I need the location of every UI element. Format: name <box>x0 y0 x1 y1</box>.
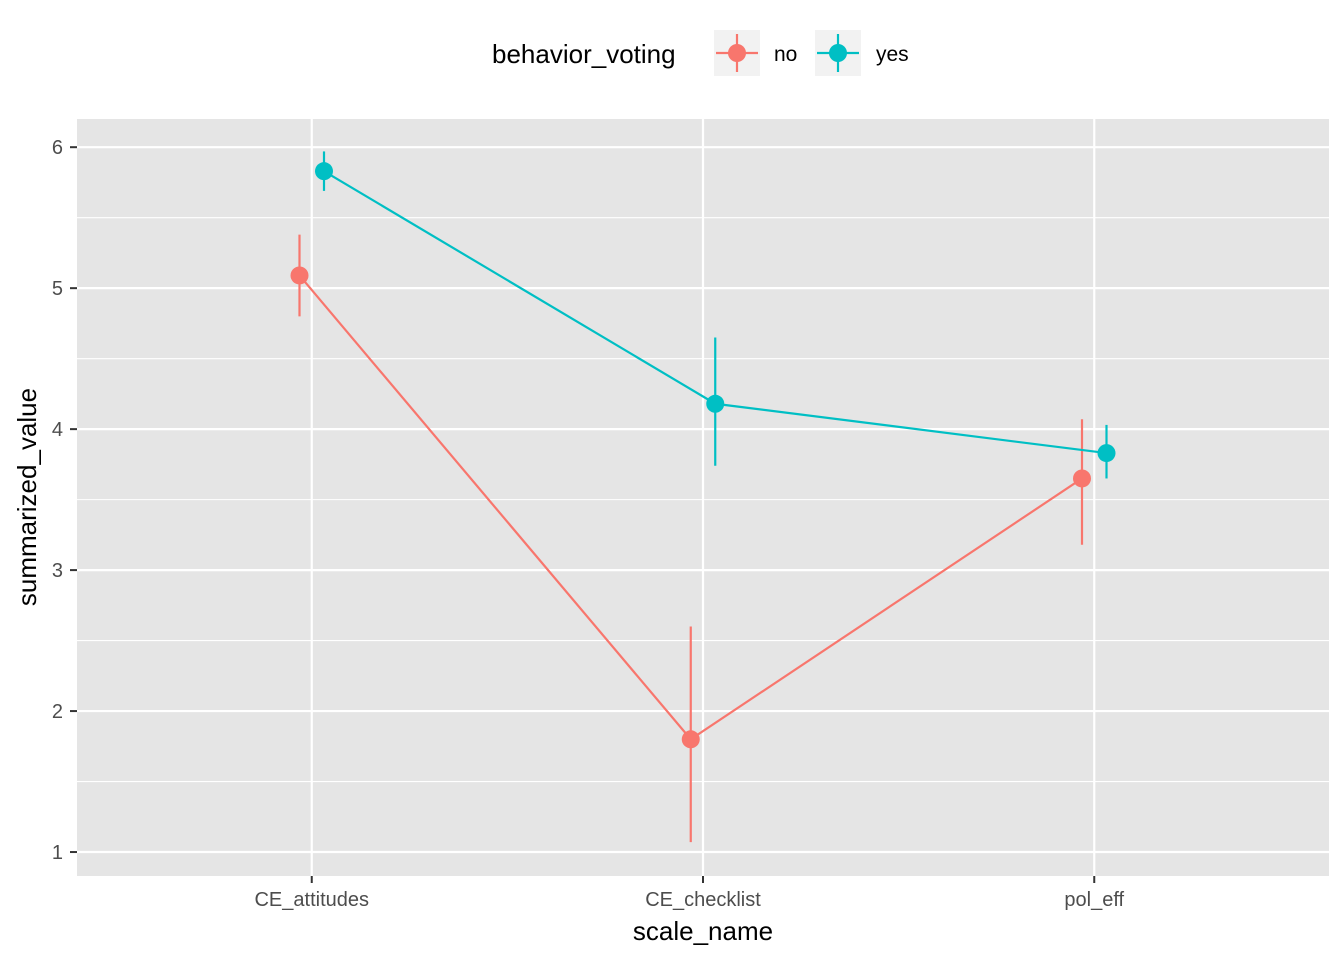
y-axis-title: summarized_value <box>12 388 42 606</box>
data-point-yes <box>1097 444 1116 463</box>
data-marks <box>290 151 1116 843</box>
y-tick-label: 6 <box>52 137 63 159</box>
legend-label-yes: yes <box>876 43 909 66</box>
y-tick-label: 4 <box>52 419 63 441</box>
y-tick-label: 2 <box>52 701 63 723</box>
x-tick-label: CE_checklist <box>645 889 761 911</box>
data-point-yes <box>315 162 333 181</box>
legend-label-no: no <box>774 43 797 66</box>
x-axis-title: scale_name <box>633 916 773 946</box>
legend-key-yes: yes <box>815 30 909 76</box>
data-point-no <box>681 730 700 749</box>
legend-key-point-yes <box>829 44 847 62</box>
y-tick-label: 1 <box>52 842 63 864</box>
legend-key-point-no <box>728 44 746 62</box>
y-tick-label: 3 <box>52 560 63 582</box>
gridlines <box>77 119 1329 876</box>
data-point-no <box>290 266 309 285</box>
y-tick-label: 5 <box>52 278 63 300</box>
data-point-no <box>1073 469 1091 488</box>
data-point-yes <box>706 394 725 413</box>
legend: behavior_voting no yes <box>492 30 909 76</box>
legend-key-no: no <box>714 30 797 76</box>
axes: 1 2 3 4 5 6 CE_attitudes CE_checklist pol_eff <box>52 137 1125 911</box>
legend-title: behavior_voting <box>492 39 676 69</box>
x-tick-label: CE_attitudes <box>254 889 369 911</box>
x-tick-label: pol_eff <box>1064 889 1124 911</box>
